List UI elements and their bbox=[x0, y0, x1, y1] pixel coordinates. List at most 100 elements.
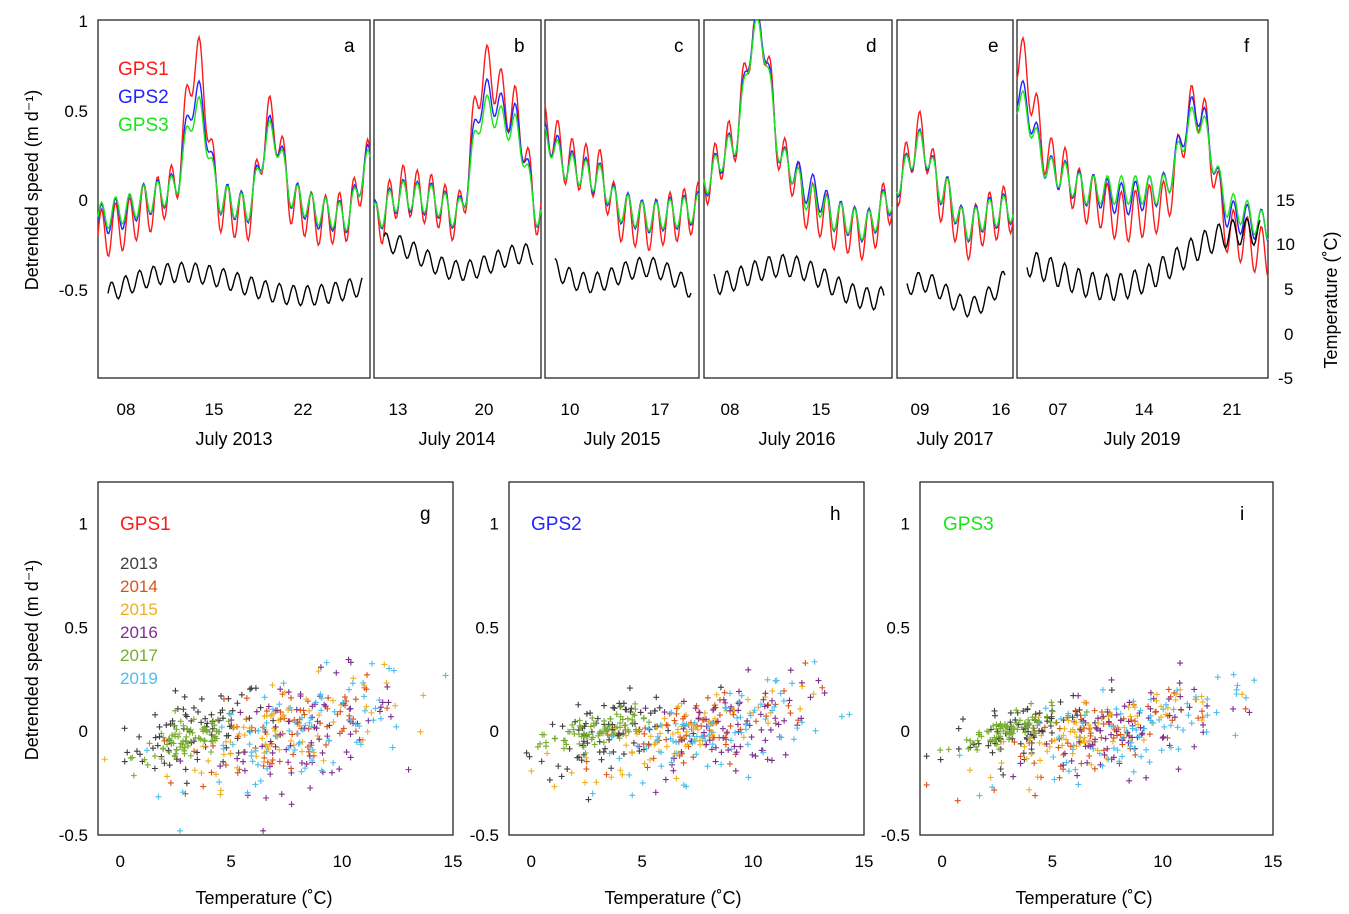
scatter-point-2017-h bbox=[617, 713, 624, 720]
scatter-point-2013-h bbox=[596, 738, 603, 745]
scatter-point-2015-h bbox=[673, 775, 680, 782]
scatter-point-2017-g bbox=[127, 755, 134, 762]
scatter-point-2013-i bbox=[1017, 740, 1024, 747]
scatter-point-2015-h bbox=[647, 733, 654, 740]
scatter-point-2014-h bbox=[603, 771, 610, 778]
scatter-point-2015-i bbox=[1198, 693, 1205, 700]
scatter-point-2019-h bbox=[751, 707, 758, 714]
scatter-point-2014-h bbox=[787, 710, 794, 717]
scatter-point-2017-h bbox=[542, 739, 549, 746]
scatter-point-2019-i bbox=[1063, 759, 1070, 766]
scatter-point-2017-i bbox=[993, 741, 1000, 748]
scatter-point-2014-g bbox=[363, 671, 370, 678]
scatter-point-2019-i bbox=[1096, 750, 1103, 757]
legend-gps1: GPS1 bbox=[118, 59, 169, 80]
scatter-point-2019-g bbox=[361, 707, 368, 714]
scatter-point-2016-g bbox=[240, 758, 247, 765]
scatter-point-2013-h bbox=[654, 723, 661, 730]
scatter-point-2019-g bbox=[360, 679, 367, 686]
scatter-point-2016-h bbox=[768, 757, 775, 764]
scatter-point-2014-h bbox=[785, 702, 792, 709]
scatter-point-2016-i bbox=[1186, 704, 1193, 711]
scatter-point-2019-g bbox=[318, 695, 325, 702]
scatter-point-2015-g bbox=[364, 728, 371, 735]
series-line-gps3-e bbox=[896, 129, 1014, 242]
scatter-point-2019-g bbox=[155, 793, 162, 800]
scatter-point-2017-h bbox=[631, 712, 638, 719]
scatter-point-2019-g bbox=[318, 707, 325, 714]
x-tick-label-i: 0 bbox=[937, 852, 946, 871]
scatter-point-2019-h bbox=[658, 763, 665, 770]
scatter-point-2013-h bbox=[617, 703, 624, 710]
top-left-y-axis: 1 0.5 0 -0.5 Detrended speed (m d⁻¹) bbox=[22, 12, 88, 300]
scatter-point-2013-i bbox=[1020, 750, 1027, 757]
scatter-point-2016-h bbox=[703, 741, 710, 748]
panel-c-letter: c bbox=[674, 36, 684, 57]
panel-b-frame bbox=[373, 19, 542, 379]
scatter-point-2019-g bbox=[390, 667, 397, 674]
scatter-point-2019-g bbox=[272, 733, 279, 740]
scatter-point-2017-h bbox=[597, 728, 604, 735]
scatter-point-2014-g bbox=[220, 696, 227, 703]
panel-a-xlabel: July 2013 bbox=[195, 429, 272, 449]
scatter-point-2019-g bbox=[216, 779, 223, 786]
scatter-point-2019-h bbox=[668, 709, 675, 716]
scatter-point-2014-h bbox=[680, 759, 687, 766]
series-line-gps2-d bbox=[703, 19, 893, 244]
scatter-point-2016-i bbox=[1104, 745, 1111, 752]
panel-e: e July 2017 09 16 bbox=[896, 19, 1014, 449]
temperature-line-c bbox=[554, 256, 692, 298]
scatter-point-2019-i bbox=[1130, 768, 1137, 775]
scatter-point-2016-i bbox=[1129, 734, 1136, 741]
scatter-point-2015-g bbox=[191, 767, 198, 774]
scatter-point-2017-h bbox=[599, 730, 606, 737]
scatter-point-2016-h bbox=[735, 707, 742, 714]
scatter-point-2015-g bbox=[298, 748, 305, 755]
scatter-point-2019-h bbox=[668, 759, 675, 766]
scatter-point-2019-h bbox=[734, 714, 741, 721]
scatter-point-2017-i bbox=[1000, 728, 1007, 735]
scatter-point-2019-g bbox=[280, 680, 287, 687]
scatter-point-2016-i bbox=[1165, 695, 1172, 702]
scatter-point-2019-g bbox=[347, 716, 354, 723]
scatter-point-2016-h bbox=[767, 726, 774, 733]
scatter-point-2017-h bbox=[588, 736, 595, 743]
scatter-point-2013-g bbox=[216, 717, 223, 724]
scatter-point-2014-i bbox=[1100, 747, 1107, 754]
scatter-point-2014-g bbox=[269, 757, 276, 764]
scatter-point-2013-i bbox=[1014, 709, 1021, 716]
scatter-point-2014-i bbox=[923, 781, 930, 788]
scatter-point-2015-h bbox=[769, 688, 776, 695]
scatter-point-2019-h bbox=[693, 751, 700, 758]
scatter-point-2014-i bbox=[1169, 717, 1176, 724]
scatter-point-2014-i bbox=[1195, 715, 1202, 722]
scatter-point-2014-h bbox=[673, 710, 680, 717]
scatter-point-2016-h bbox=[706, 737, 713, 744]
scatter-point-2015-i bbox=[1199, 698, 1206, 705]
scatter-point-2017-h bbox=[575, 731, 582, 738]
scatter-point-2013-g bbox=[151, 765, 158, 772]
scatter-point-2017-h bbox=[604, 726, 611, 733]
scatter-point-2016-g bbox=[377, 704, 384, 711]
scatter-point-2013-i bbox=[923, 753, 930, 760]
scatter-point-2016-g bbox=[314, 718, 321, 725]
scatter-point-2019-g bbox=[229, 741, 236, 748]
scatter-point-2013-g bbox=[121, 758, 128, 765]
scatter-point-2017-h bbox=[640, 715, 647, 722]
scatter-point-2014-i bbox=[1152, 708, 1159, 715]
scatter-point-2019-g bbox=[353, 739, 360, 746]
scatter-point-2014-h bbox=[683, 732, 690, 739]
scatter-point-2013-h bbox=[620, 751, 627, 758]
scatter-point-2013-h bbox=[717, 684, 724, 691]
scatter-point-2016-i bbox=[1061, 750, 1068, 757]
scatter-point-2016-i bbox=[1204, 702, 1211, 709]
panel-a-frame bbox=[97, 19, 371, 379]
scatter-point-2019-i bbox=[1203, 729, 1210, 736]
scatter-point-2019-i bbox=[1149, 719, 1155, 726]
scatter-point-2016-g bbox=[278, 791, 285, 798]
scatter-point-2013-h bbox=[584, 740, 591, 747]
y-tick-label-h: 0 bbox=[490, 722, 499, 741]
scatter-point-2019-i bbox=[1099, 762, 1106, 769]
scatter-point-2017-i bbox=[1053, 719, 1060, 726]
scatter-point-2016-g bbox=[253, 708, 260, 715]
